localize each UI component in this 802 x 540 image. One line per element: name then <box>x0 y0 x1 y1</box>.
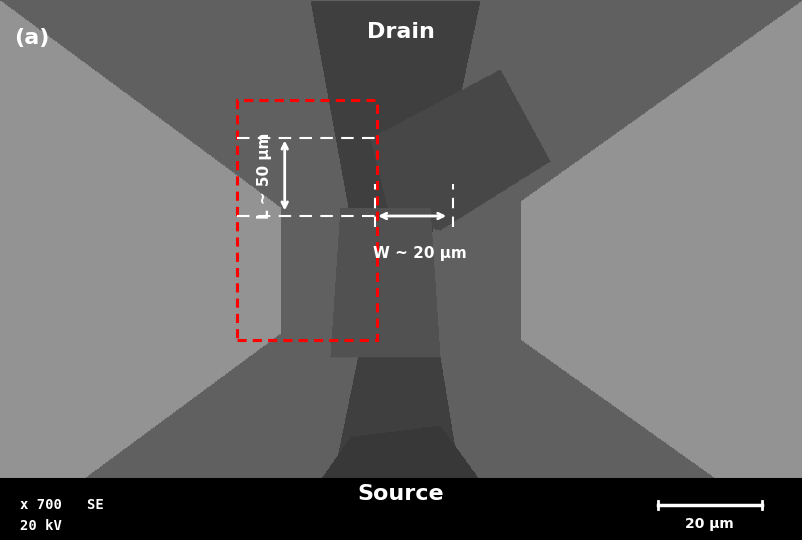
Text: 20 kV: 20 kV <box>20 519 62 534</box>
Text: Drain: Drain <box>367 22 435 43</box>
Text: Source: Source <box>358 484 444 504</box>
Text: 20 μm: 20 μm <box>686 517 734 531</box>
Text: x 700   SE: x 700 SE <box>20 498 103 512</box>
Text: (a): (a) <box>14 28 50 48</box>
Bar <box>237 100 377 340</box>
Text: L ~ 50 μm: L ~ 50 μm <box>257 132 272 219</box>
Text: W ~ 20 μm: W ~ 20 μm <box>374 246 467 261</box>
